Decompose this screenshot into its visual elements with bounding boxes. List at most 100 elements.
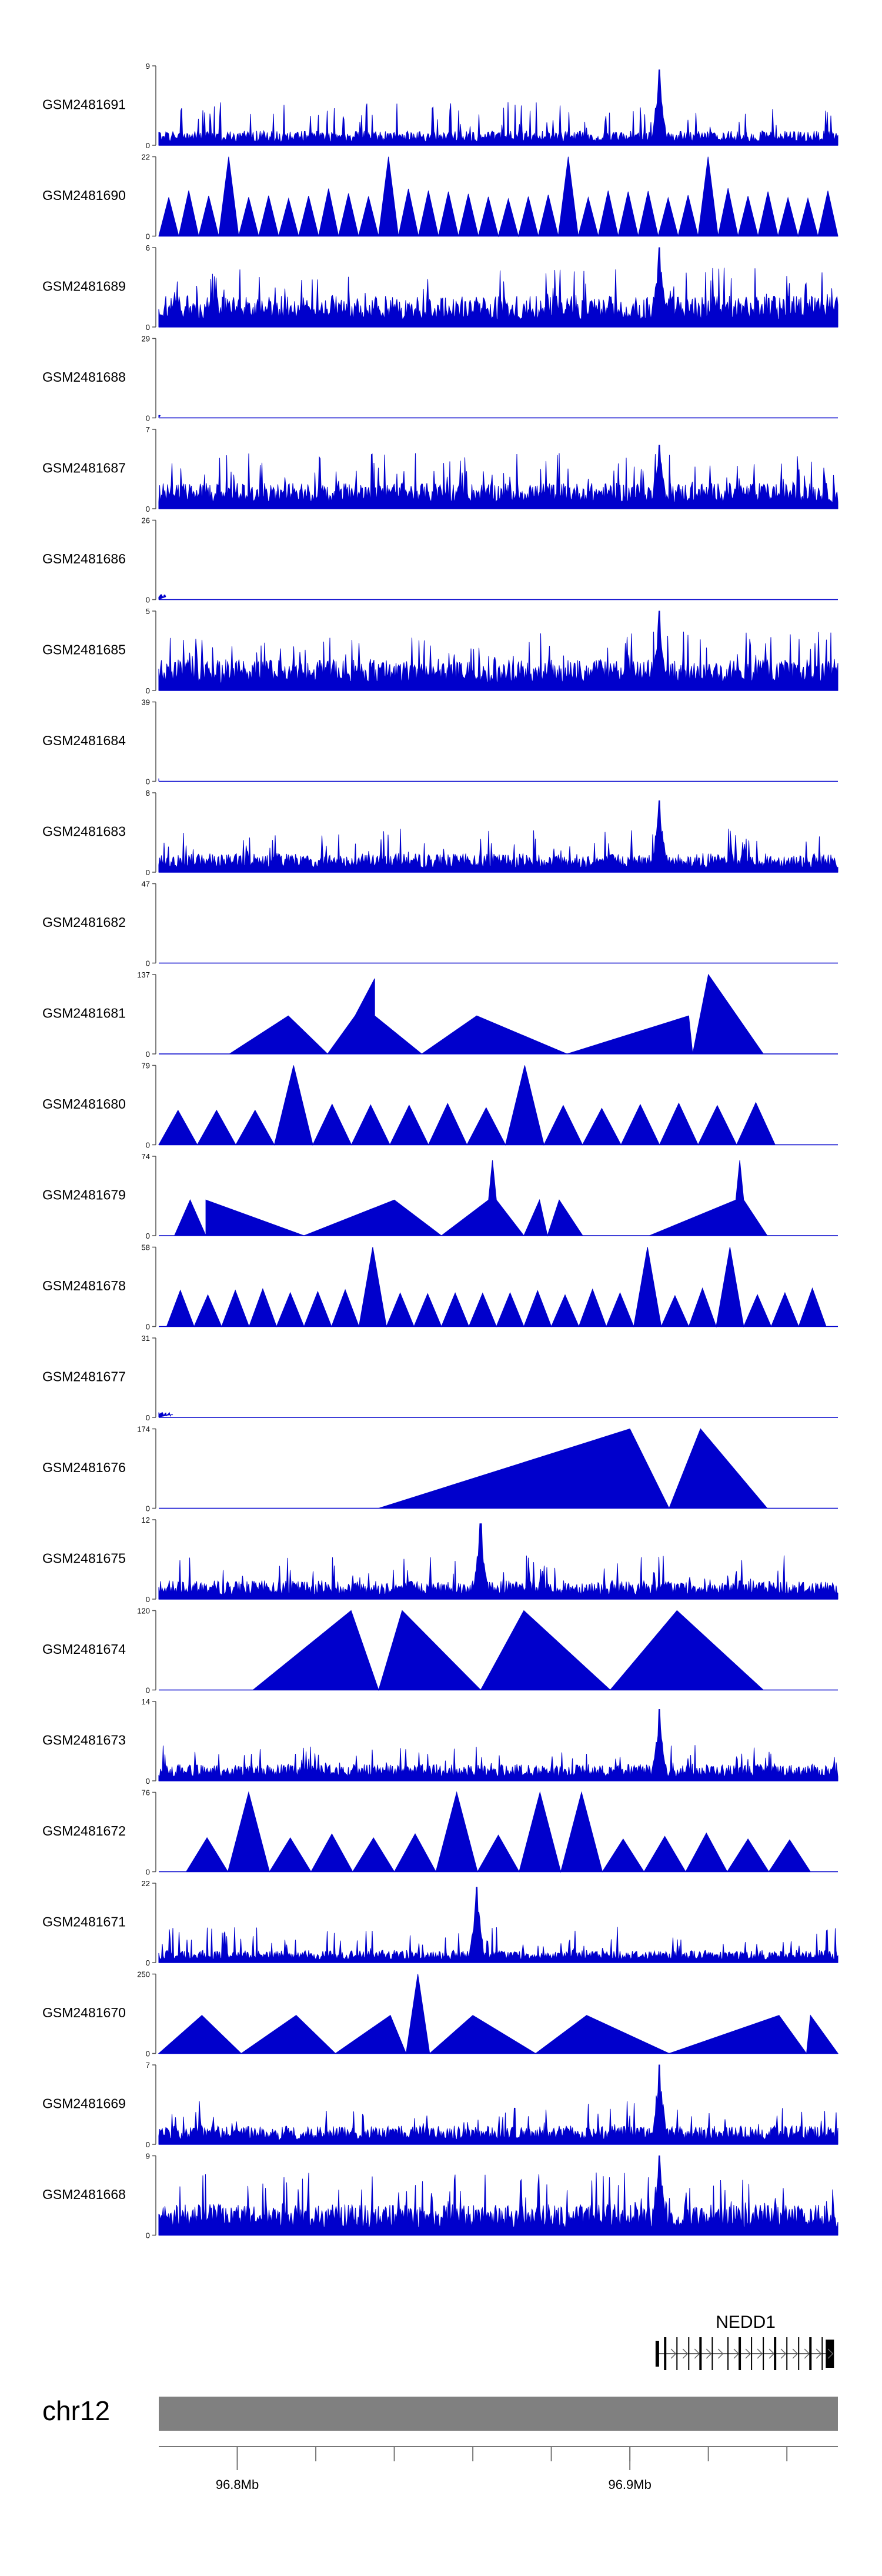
y-tick-label-min: 0 [146, 1323, 150, 1332]
strand-arrow [717, 2348, 724, 2359]
track-label: GSM2481684 [42, 733, 126, 748]
y-tick-label-min: 0 [146, 1868, 150, 1877]
y-tick-label-min: 0 [146, 1958, 150, 1967]
y-tick-label-min: 0 [146, 2140, 150, 2149]
track-label: GSM2481676 [42, 1460, 126, 1475]
chromosome-bar [159, 2397, 838, 2431]
track-label: GSM2481679 [42, 1187, 126, 1203]
track-GSM2481679: GSM2481679 74 0 [42, 1152, 838, 1240]
track-label: GSM2481683 [42, 824, 126, 839]
signal-area [228, 973, 764, 1055]
track-GSM2481686: GSM2481686 26 0 [42, 516, 838, 605]
y-tick-label-max: 12 [142, 1516, 150, 1524]
track-label: GSM2481688 [42, 369, 126, 385]
y-tick-label-min: 0 [146, 232, 150, 241]
y-tick-label-max: 26 [142, 516, 150, 525]
track-GSM2481687: GSM2481687 7 0 [42, 425, 838, 513]
signal-area [158, 1887, 838, 1963]
exon [655, 2341, 659, 2367]
strand-arrow [733, 2348, 740, 2359]
signal-area [158, 247, 838, 328]
track-GSM2481670: GSM2481670 250 0 [42, 1970, 838, 2058]
chromosome-track: chr12 96.8Mb 96.9Mb [42, 2395, 838, 2492]
strand-arrow [769, 2348, 775, 2359]
signal-area [252, 1610, 764, 1691]
track-GSM2481682: GSM2481682 47 0 [42, 880, 838, 968]
signal-area [166, 1247, 827, 1328]
signal-area [158, 156, 838, 238]
gene-track: NEDD1 [655, 2313, 834, 2370]
y-tick-label-max: 39 [142, 698, 150, 707]
track-label: GSM2481680 [42, 1096, 126, 1112]
y-tick-label-min: 0 [146, 1232, 150, 1240]
y-tick-label-min: 0 [146, 1595, 150, 1604]
y-tick-label-min: 0 [146, 2050, 150, 2058]
signal-area [158, 1412, 173, 1417]
gene-label: NEDD1 [716, 2313, 776, 2332]
y-tick-label-min: 0 [146, 1504, 150, 1513]
y-tick-label-min: 0 [146, 505, 150, 513]
track-label: GSM2481671 [42, 1914, 126, 1930]
signal-area [158, 594, 166, 600]
track-label: GSM2481691 [42, 97, 126, 112]
strand-arrow [757, 2348, 763, 2359]
track-label: GSM2481689 [42, 279, 126, 294]
x-tick-label: 96.8Mb [216, 2477, 259, 2492]
strand-arrow [792, 2348, 799, 2359]
signal-area [158, 445, 838, 509]
strand-arrow [816, 2348, 822, 2359]
y-tick-label-max: 74 [142, 1152, 150, 1161]
y-tick-label-max: 29 [142, 335, 150, 343]
track-label: GSM2481687 [42, 461, 126, 476]
track-GSM2481676: GSM2481676 174 0 [42, 1425, 838, 1513]
track-GSM2481691: GSM2481691 9 0 [42, 62, 838, 150]
track-label: GSM2481682 [42, 915, 126, 930]
signal-area [158, 1709, 838, 1781]
y-tick-label-min: 0 [146, 778, 150, 786]
track-label: GSM2481672 [42, 1823, 126, 1838]
strand-arrow [670, 2348, 677, 2359]
y-tick-label-max: 9 [146, 2152, 150, 2161]
y-tick-label-max: 174 [137, 1425, 150, 1434]
track-GSM2481685: GSM2481685 5 0 [42, 607, 838, 695]
track-GSM2481677: GSM2481677 31 0 [42, 1334, 838, 1422]
track-GSM2481673: GSM2481673 14 0 [42, 1697, 838, 1786]
y-tick-label-min: 0 [146, 868, 150, 877]
signal-area [158, 2155, 838, 2235]
signal-area [158, 1974, 838, 2055]
y-tick-label-max: 22 [142, 153, 150, 162]
track-GSM2481671: GSM2481671 22 0 [42, 1879, 838, 1967]
y-tick-label-max: 137 [137, 970, 150, 979]
y-tick-label-max: 250 [137, 1970, 150, 1979]
track-GSM2481674: GSM2481674 120 0 [42, 1607, 838, 1695]
signal-area [158, 800, 838, 873]
signal-area [158, 1065, 776, 1146]
track-GSM2481669: GSM2481669 7 0 [42, 2061, 838, 2149]
y-tick-label-max: 79 [142, 1062, 150, 1070]
signal-area [185, 1791, 811, 1873]
y-tick-label-min: 0 [146, 1777, 150, 1786]
y-tick-label-max: 14 [142, 1697, 150, 1706]
y-tick-label-min: 0 [146, 1686, 150, 1695]
track-GSM2481683: GSM2481683 8 0 [42, 789, 838, 877]
y-tick-label-max: 120 [137, 1607, 150, 1616]
track-GSM2481681: GSM2481681 137 0 [42, 970, 838, 1059]
track-GSM2481678: GSM2481678 58 0 [42, 1243, 838, 1332]
y-tick-label-min: 0 [146, 686, 150, 695]
y-tick-label-max: 7 [146, 425, 150, 434]
y-tick-label-min: 0 [146, 596, 150, 605]
track-label: GSM2481686 [42, 551, 126, 566]
track-GSM2481689: GSM2481689 6 0 [42, 243, 838, 332]
track-GSM2481675: GSM2481675 12 0 [42, 1516, 838, 1604]
track-label: GSM2481674 [42, 1641, 126, 1657]
y-tick-label-min: 0 [146, 1141, 150, 1150]
y-tick-label-min: 0 [146, 1413, 150, 1422]
strand-arrow [694, 2348, 700, 2359]
y-tick-label-max: 5 [146, 607, 150, 616]
track-label: GSM2481669 [42, 2096, 126, 2111]
y-tick-label-min: 0 [146, 2231, 150, 2240]
signal-area [158, 415, 161, 418]
strand-arrow [804, 2348, 810, 2359]
